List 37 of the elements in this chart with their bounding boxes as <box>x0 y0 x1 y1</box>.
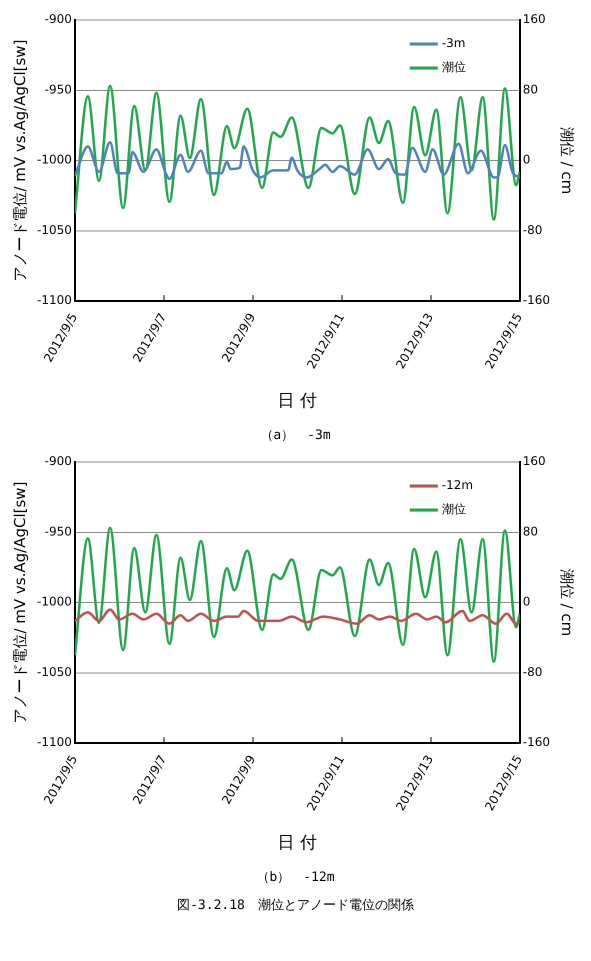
y-tick-label: -1000 <box>36 594 72 609</box>
y-axis-title: アノード電位/ mV vs.Ag/AgCl[sw] <box>10 482 29 724</box>
y-tick-label: -950 <box>44 524 72 538</box>
y2-tick-label: -160 <box>522 735 550 750</box>
line-series <box>74 84 520 221</box>
legend-label: 潮位 <box>442 502 466 516</box>
x-axis-title: 日 付 <box>278 391 318 412</box>
y-tick-label: -900 <box>44 454 72 468</box>
y-axis-title: アノード電位/ mV vs.Ag/AgCl[sw] <box>10 40 29 282</box>
y2-tick-label: -160 <box>522 293 550 308</box>
line-series <box>74 141 520 180</box>
y-tick-label: -1050 <box>36 222 72 237</box>
y-tick-label: -1100 <box>36 735 72 750</box>
legend-label: -3m <box>442 36 466 50</box>
y2-tick-label: 80 <box>522 524 538 538</box>
y-tick-label: -1100 <box>36 293 72 308</box>
y2-tick-label: 160 <box>522 454 546 468</box>
line-series <box>74 608 520 625</box>
y2-tick-label: -80 <box>522 222 542 237</box>
y-tick-label: -950 <box>44 82 72 96</box>
y2-axis-title: 潮位 / cm <box>558 568 576 636</box>
y2-tick-label: 0 <box>522 152 530 167</box>
legend-label: 潮位 <box>442 60 466 74</box>
y2-tick-label: 80 <box>522 82 538 96</box>
text: （b） -12m <box>255 869 336 886</box>
text: 図-3.2.18 潮位とアノード電位の関係 <box>176 897 415 914</box>
x-axis-title: 日 付 <box>278 833 318 854</box>
line-series <box>74 526 520 663</box>
text: （a） -3m <box>259 427 332 444</box>
y-tick-label: -1050 <box>36 664 72 679</box>
legend-label: -12m <box>442 478 474 492</box>
y2-tick-label: 0 <box>522 594 530 609</box>
y2-tick-label: -80 <box>522 664 542 679</box>
y-tick-label: -1000 <box>36 152 72 167</box>
y2-axis-title: 潮位 / cm <box>558 126 576 194</box>
y2-tick-label: 160 <box>522 12 546 26</box>
y-tick-label: -900 <box>44 12 72 26</box>
